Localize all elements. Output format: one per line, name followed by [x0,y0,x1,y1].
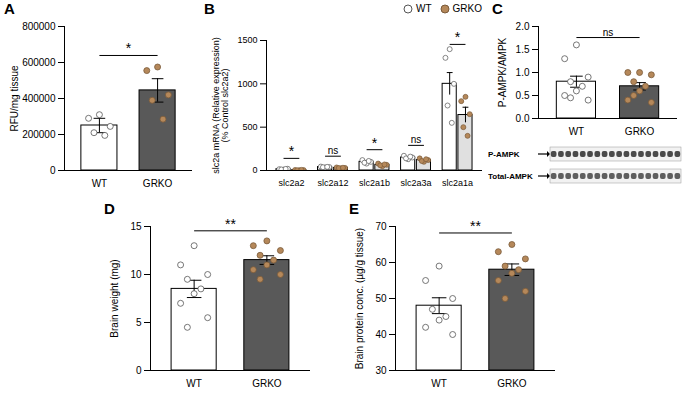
svg-text:40: 40 [375,329,387,340]
svg-text:30: 30 [375,365,387,376]
svg-text:RFU/mg tissue: RFU/mg tissue [9,65,20,132]
svg-text:70: 70 [375,221,387,232]
svg-text:1000: 1000 [237,79,257,89]
svg-text:slc2a1b: slc2a1b [359,178,390,188]
svg-text:*: * [126,40,132,56]
svg-text:10: 10 [130,269,142,280]
svg-text:slc2a mRNA (Relative expressio: slc2a mRNA (Relative expression)(% Contr… [211,37,230,174]
html-text:B: B [204,0,215,17]
svg-text:P-AMPK: P-AMPK [488,150,520,159]
html-text:E: E [349,200,359,217]
svg-text:50: 50 [375,293,387,304]
svg-text:5: 5 [136,317,142,328]
svg-text:0: 0 [252,165,257,175]
html-text:GRKO: GRKO [452,3,482,14]
svg-text:200000: 200000 [22,129,56,140]
svg-text:GRKO: GRKO [625,126,655,137]
svg-text:0.5: 0.5 [516,90,530,101]
svg-text:WT: WT [92,178,108,189]
svg-text:400000: 400000 [22,93,56,104]
svg-text:ns: ns [328,145,339,156]
svg-text:0: 0 [136,365,142,376]
svg-text:600000: 600000 [22,57,56,68]
svg-text:WT: WT [186,378,202,389]
svg-text:500: 500 [242,122,257,132]
svg-text:WT: WT [431,378,447,389]
svg-text:1.5: 1.5 [516,44,530,55]
svg-text:**: ** [225,216,236,232]
svg-text:0: 0 [50,165,56,176]
svg-text:2.0: 2.0 [516,21,530,32]
svg-text:Brain protein conc. (µg/g tiss: Brain protein conc. (µg/g tissue) [354,228,365,369]
svg-text:WT: WT [569,126,585,137]
svg-text:GRKO: GRKO [252,378,282,389]
svg-text:GRKO: GRKO [143,178,173,189]
svg-text:ns: ns [603,27,614,38]
svg-text:Brain weight (mg): Brain weight (mg) [109,259,120,337]
svg-text:*: * [372,135,378,151]
svg-text:800000: 800000 [22,21,56,32]
svg-text:*: * [289,143,295,159]
svg-text:GRKO: GRKO [497,378,527,389]
svg-text:1500: 1500 [237,35,257,45]
svg-text:slc2a12: slc2a12 [317,178,348,188]
svg-text:*: * [455,29,461,45]
html-text:A: A [4,0,15,17]
html-text:WT: WT [416,3,432,14]
html-text:D: D [104,200,115,217]
svg-text:60: 60 [375,257,387,268]
svg-text:slc2a3a: slc2a3a [401,178,432,188]
svg-text:1.0: 1.0 [516,67,530,78]
svg-text:Total-AMPK: Total-AMPK [488,172,533,181]
svg-text:**: ** [470,218,481,234]
html-text:C: C [492,0,503,17]
svg-text:slc2a1a: slc2a1a [442,178,473,188]
svg-text:ns: ns [411,134,422,145]
svg-text:slc2a2: slc2a2 [278,178,304,188]
svg-text:P-AMPK/AMPK: P-AMPK/AMPK [497,37,508,107]
svg-text:0.0: 0.0 [516,113,530,124]
svg-text:15: 15 [130,221,142,232]
